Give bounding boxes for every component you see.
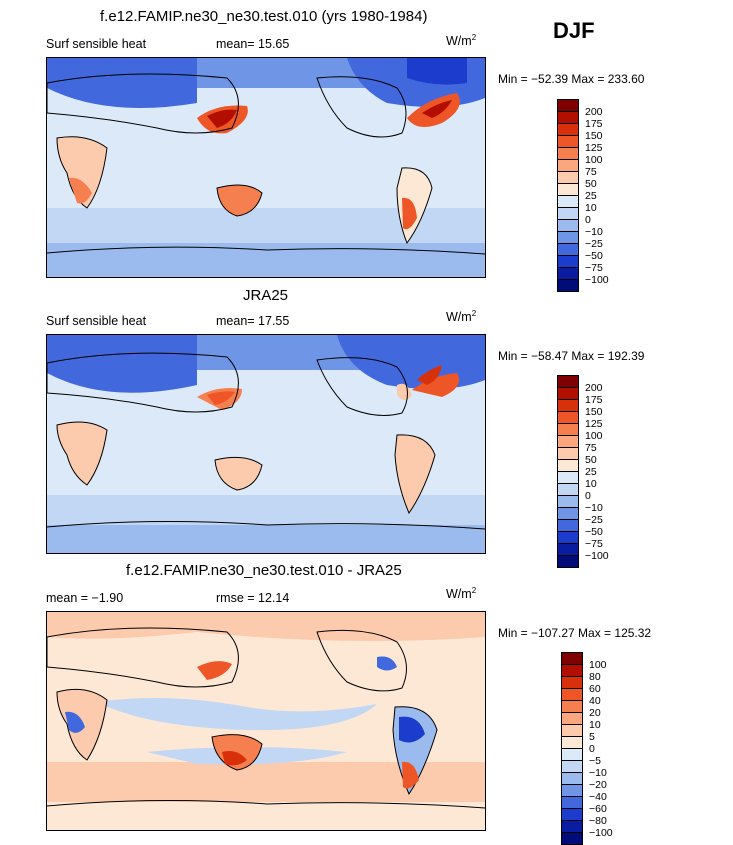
panel-3-colorbar: 100 80 60 40 20 10 5 0 −5 −10 −20 −40 −60 −80 −100 <box>561 652 613 845</box>
season-label: DJF <box>553 18 595 43</box>
panel-2-colorbar: 200 175 150 125 100 75 50 25 10 0 −10 −25 −50 −75 −100 <box>557 375 609 568</box>
panel-3-units: W/m2 <box>446 586 477 602</box>
colorbar-tick-label: −75 <box>585 538 603 550</box>
colorbar-tick-label: 200 <box>585 382 603 394</box>
colorbar-tick-label: −75 <box>585 262 603 274</box>
colorbar-tick-label: −40 <box>589 791 607 803</box>
colorbar-tick-label: 10 <box>585 202 597 214</box>
colorbar-tick-label: −50 <box>585 526 603 538</box>
panel-2-minmax: Min = −58.47 Max = 192.39 <box>498 349 645 363</box>
colorbar-tick-label: −25 <box>585 238 603 250</box>
colorbar-tick-label: 100 <box>585 154 603 166</box>
colorbar-tick-label: 0 <box>589 743 595 755</box>
colorbar-tick-label: −10 <box>589 767 607 779</box>
colorbar-tick-label: 40 <box>589 695 601 707</box>
colorbar-swatch <box>561 832 583 845</box>
colorbar-tick-label: 60 <box>589 683 601 695</box>
colorbar-tick-label: 150 <box>585 406 603 418</box>
colorbar-tick-label: −100 <box>589 827 613 839</box>
colorbar-tick-label: −25 <box>585 514 603 526</box>
panel-2-title: JRA25 <box>243 287 289 304</box>
colorbar-tick-label: 10 <box>589 719 601 731</box>
panel-2-variable-label: Surf sensible heat <box>46 314 147 328</box>
panel-3-title: f.e12.FAMIP.ne30_ne30.test.010 - JRA25 <box>126 562 402 579</box>
colorbar-tick-label: 75 <box>585 442 597 454</box>
colorbar-tick-label: −20 <box>589 779 607 791</box>
colorbar-tick-label: 0 <box>585 214 591 226</box>
colorbar-tick-label: 175 <box>585 394 603 406</box>
panel-1-mean-label: mean= 15.65 <box>216 37 290 51</box>
colorbar-tick-label: 10 <box>585 478 597 490</box>
colorbar-tick-label: 175 <box>585 118 603 130</box>
panel-1-units: W/m2 <box>446 33 477 49</box>
colorbar-tick-label: 80 <box>589 671 601 683</box>
panel-3-mean-label: mean = −1.90 <box>46 591 124 605</box>
panel-2-map-field <box>47 335 485 553</box>
colorbar-tick-label: 5 <box>589 731 595 743</box>
panel-2-map <box>46 334 486 554</box>
colorbar-swatch <box>557 279 579 292</box>
colorbar-swatch <box>557 555 579 568</box>
colorbar-tick-label: 100 <box>589 659 607 671</box>
colorbar-tick-label: 25 <box>585 190 597 202</box>
colorbar-tick-label: 200 <box>585 106 603 118</box>
colorbar-tick-label: −100 <box>585 550 609 562</box>
colorbar-tick-label: 50 <box>585 178 597 190</box>
colorbar-tick-label: 125 <box>585 142 603 154</box>
colorbar-tick-label: 0 <box>585 490 591 502</box>
colorbar-tick-label: 75 <box>585 166 597 178</box>
panel-1-title: f.e12.FAMIP.ne30_ne30.test.010 (yrs 1980… <box>100 8 428 25</box>
panel-1-map <box>46 57 486 278</box>
panel-1-minmax: Min = −52.39 Max = 233.60 <box>498 72 645 86</box>
panel-3-minmax: Min = −107.27 Max = 125.32 <box>498 626 652 640</box>
panel-1-colorbar: 200 175 150 125 100 75 50 25 10 0 −10 −25 −50 −75 −100 <box>557 99 609 292</box>
colorbar-tick-label: −80 <box>589 815 607 827</box>
colorbar-tick-label: 25 <box>585 466 597 478</box>
panel-1-variable-label: Surf sensible heat <box>46 37 147 51</box>
colorbar-tick-label: −100 <box>585 274 609 286</box>
panel-2-units: W/m2 <box>446 309 477 325</box>
panel-2-mean-label: mean= 17.55 <box>216 314 290 328</box>
panel-3-rmse-label: rmse = 12.14 <box>216 591 290 605</box>
colorbar-tick-label: 20 <box>589 707 601 719</box>
colorbar-tick-label: 150 <box>585 130 603 142</box>
panel-3-map <box>46 611 486 831</box>
panel-3-map-field <box>47 612 485 830</box>
panel-1-map-field <box>47 58 485 277</box>
colorbar-tick-label: −60 <box>589 803 607 815</box>
colorbar-tick-label: 50 <box>585 454 597 466</box>
colorbar-tick-label: −5 <box>589 755 601 767</box>
colorbar-tick-label: −10 <box>585 502 603 514</box>
colorbar-tick-label: 100 <box>585 430 603 442</box>
colorbar-tick-label: −50 <box>585 250 603 262</box>
colorbar-tick-label: −10 <box>585 226 603 238</box>
colorbar-tick-label: 125 <box>585 418 603 430</box>
